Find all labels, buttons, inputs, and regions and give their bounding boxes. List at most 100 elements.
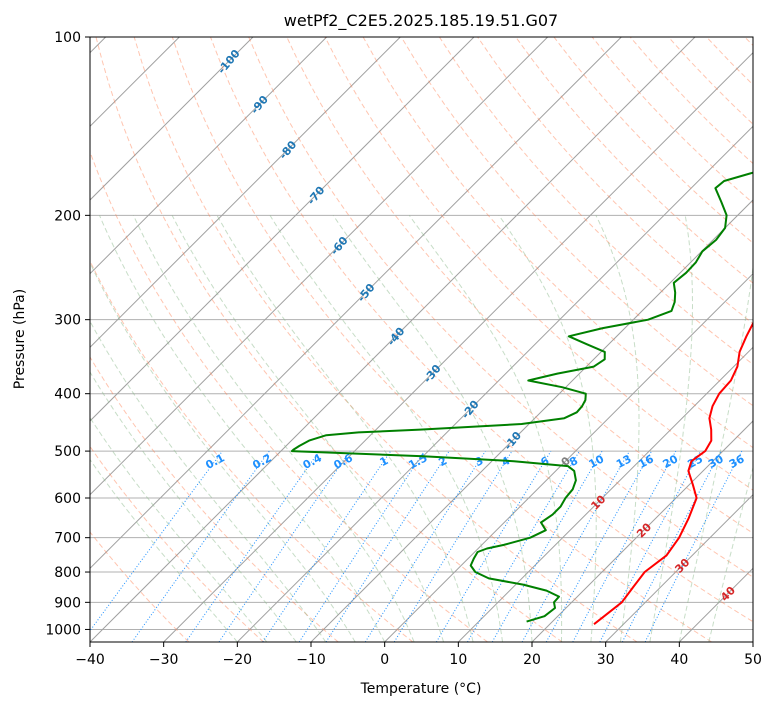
mixing-ratio-label: 0.4 xyxy=(301,451,325,472)
dry-adiabat-line xyxy=(90,356,339,642)
x-tick-label: −20 xyxy=(223,652,253,668)
dry-adiabat-line xyxy=(248,37,753,578)
dry-adiabat-line xyxy=(171,37,712,642)
dry-adiabat-line xyxy=(210,37,753,623)
dry-adiabat-line xyxy=(744,37,753,47)
isotherm-line xyxy=(752,641,753,642)
y-tick-label: 600 xyxy=(54,491,81,507)
dry-adiabat-line xyxy=(706,37,753,86)
mixing-ratio-line xyxy=(435,450,552,642)
moist-adiabat-line xyxy=(269,215,503,642)
x-tick-label: 30 xyxy=(597,652,615,668)
mixing-ratio-line xyxy=(262,450,392,642)
moist-adiabat-line xyxy=(708,465,753,642)
moist-adiabat-line xyxy=(595,215,640,642)
isotherm-line xyxy=(531,420,753,642)
mixing-ratio-label: 36 xyxy=(727,452,747,471)
dry-adiabat-line xyxy=(400,37,753,407)
dry-adiabat-line xyxy=(90,150,488,642)
y-tick-label: 700 xyxy=(54,531,81,547)
dry-adiabat-line xyxy=(438,37,753,366)
x-tick-label: −40 xyxy=(75,652,105,668)
y-tick-label: 300 xyxy=(54,313,81,329)
mixing-ratio-line xyxy=(325,450,450,642)
isotherm-line xyxy=(310,199,753,642)
x-tick-label: −10 xyxy=(296,652,326,668)
isotherm-line xyxy=(605,493,753,642)
x-axis-label: Temperature (°C) xyxy=(360,681,482,697)
mixing-ratio-label: 6 xyxy=(539,454,552,469)
plot-frame xyxy=(89,36,754,643)
sounding-series xyxy=(290,171,753,625)
mixing-ratio-label: 0.2 xyxy=(250,451,273,472)
y-tick-label: 500 xyxy=(54,444,81,460)
y-tick-label: 1000 xyxy=(45,622,81,638)
moist-adiabat-line xyxy=(90,261,356,642)
moist-adiabat-line xyxy=(649,215,693,642)
mixing-ratio-label: 10 xyxy=(587,452,607,471)
y-tick-label: 900 xyxy=(54,595,81,611)
mixing-ratio-label: 3 xyxy=(473,454,486,469)
isotherm-line xyxy=(90,37,622,570)
mixing-ratio-line xyxy=(218,450,351,642)
x-tick-label: 20 xyxy=(523,652,541,668)
mixing-ratio-label: 20 xyxy=(661,452,681,471)
mixing-ratio-line xyxy=(467,450,580,642)
moist-adiabat-line xyxy=(132,215,415,642)
dry-adiabat-line xyxy=(668,37,753,125)
isotherm-line xyxy=(90,37,475,422)
isotherm-line xyxy=(384,272,753,642)
dry-adiabat-line xyxy=(90,259,414,642)
dry-adiabat-line xyxy=(95,37,563,642)
isotherm-line xyxy=(678,567,753,642)
temperature-profile-line xyxy=(593,321,753,625)
x-axis: −40 −30 −20 −10 0 10 20 30 40 50 xyxy=(75,642,762,668)
mixing-ratio-line xyxy=(364,450,486,642)
dry-adiabat-line xyxy=(362,37,753,449)
dry-adiabat-line xyxy=(324,37,753,491)
moist-adiabat-line xyxy=(99,215,386,642)
x-tick-label: 0 xyxy=(380,652,389,668)
isotherm-line xyxy=(90,37,401,349)
plot-area xyxy=(90,37,753,642)
chart-title: wetPf2_C2E5.2025.185.19.51.G07 xyxy=(284,11,558,31)
isotherm-line xyxy=(236,125,753,642)
mixing-ratio-label: 13 xyxy=(614,452,634,471)
mixing-ratio-line xyxy=(621,450,722,642)
dry-adiabat-line xyxy=(133,37,638,642)
y-tick-label: 800 xyxy=(54,565,81,581)
moist-adiabat-line xyxy=(171,215,445,642)
moist-adiabat-line xyxy=(90,320,327,642)
y-tick-label: 200 xyxy=(54,208,81,224)
mixing-ratio-line xyxy=(545,450,653,642)
moist-adiabat-line xyxy=(678,263,753,642)
mixing-ratio-line xyxy=(90,450,223,632)
x-tick-label: 50 xyxy=(744,652,762,668)
moist-adiabat-line xyxy=(408,215,563,642)
dry-adiabat-line xyxy=(591,37,753,204)
mixing-ratio-line xyxy=(298,450,425,642)
x-tick-label: 10 xyxy=(449,652,467,668)
mixing-ratio-line xyxy=(131,450,270,642)
isotherm-line xyxy=(163,51,753,642)
y-axis-label: Pressure (hPa) xyxy=(12,289,28,389)
moist-adiabat-line xyxy=(90,458,238,642)
moist-adiabat-label: 10 xyxy=(588,492,608,512)
moist-adiabat-line xyxy=(90,416,268,642)
x-tick-label: −30 xyxy=(149,652,179,668)
isotherm-line xyxy=(90,37,549,496)
isotherm-line xyxy=(90,37,254,201)
dewpoint-profile-line xyxy=(290,171,753,623)
dry-adiabat-line xyxy=(90,531,190,642)
y-tick-label: 100 xyxy=(54,30,81,46)
dry-adiabat-line xyxy=(90,445,264,642)
y-tick-label: 400 xyxy=(54,387,81,403)
dry-adiabat-line xyxy=(515,37,753,284)
isotherm-line xyxy=(457,346,753,642)
moist-adiabat-line xyxy=(498,215,597,642)
mixing-ratio-label: 30 xyxy=(706,452,726,471)
isotherm-line xyxy=(90,37,328,275)
y-axis: 100 200 300 400 500 600 700 800 900 1000 xyxy=(45,30,90,638)
mixing-ratio-label: 1.5 xyxy=(406,451,429,472)
